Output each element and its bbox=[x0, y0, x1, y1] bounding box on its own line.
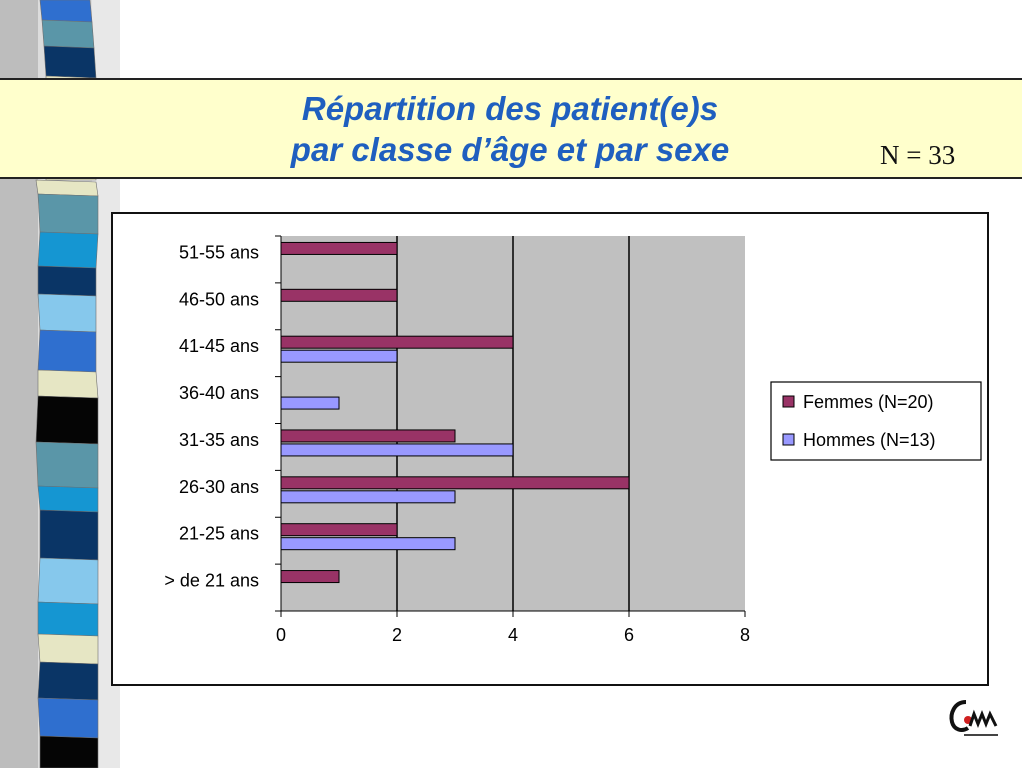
bar-hommes bbox=[280, 443, 514, 457]
title-band: Répartition des patient(e)s par classe d… bbox=[0, 78, 1022, 179]
bar-hommes bbox=[280, 396, 340, 410]
bar-hommes bbox=[280, 349, 398, 363]
title-line-1: Répartition des patient(e)s bbox=[301, 90, 719, 127]
bar-femmes bbox=[280, 429, 456, 443]
x-tick-label: 8 bbox=[740, 625, 750, 645]
bar-femmes bbox=[280, 241, 398, 255]
y-tick-label: 41-45 ans bbox=[179, 336, 259, 356]
bar-femmes bbox=[280, 335, 514, 349]
page-title: Répartition des patient(e)s par classe d… bbox=[160, 88, 860, 170]
comment-dire-logo-icon bbox=[949, 700, 998, 736]
y-tick-label: 21-25 ans bbox=[179, 524, 259, 544]
y-tick-label: 46-50 ans bbox=[179, 289, 259, 309]
bar-femmes bbox=[280, 288, 398, 302]
bar-chart: 0 2 4 6 8 > de 21 ans 21-25 ans 26-30 ans 31-35 … bbox=[164, 235, 982, 645]
bar-femmes bbox=[280, 523, 398, 537]
y-tick-label: > de 21 ans bbox=[164, 571, 259, 591]
bar-hommes bbox=[280, 490, 456, 504]
x-tick-label: 4 bbox=[508, 625, 518, 645]
legend-label-femmes: Femmes (N=20) bbox=[803, 392, 934, 412]
legend bbox=[770, 381, 982, 461]
chart-frame: 0 2 4 6 8 > de 21 ans 21-25 ans 26-30 ans 31-35 … bbox=[111, 212, 989, 686]
x-tick-label: 0 bbox=[276, 625, 286, 645]
legend-label-hommes: Hommes (N=13) bbox=[803, 430, 936, 450]
y-tick-label: 51-55 ans bbox=[179, 242, 259, 262]
title-line-2: par classe d’âge et par sexe bbox=[290, 131, 730, 168]
legend-swatch-femmes bbox=[782, 395, 795, 408]
bar-femmes bbox=[280, 476, 630, 490]
bar-femmes bbox=[280, 570, 340, 584]
y-tick-label: 36-40 ans bbox=[179, 383, 259, 403]
x-tick-label: 6 bbox=[624, 625, 634, 645]
x-tick-label: 2 bbox=[392, 625, 402, 645]
bar-hommes bbox=[280, 537, 456, 551]
sample-size-label: N = 33 bbox=[880, 140, 956, 170]
y-tick-label: 26-30 ans bbox=[179, 477, 259, 497]
y-tick-label: 31-35 ans bbox=[179, 430, 259, 450]
legend-swatch-hommes bbox=[782, 433, 795, 446]
